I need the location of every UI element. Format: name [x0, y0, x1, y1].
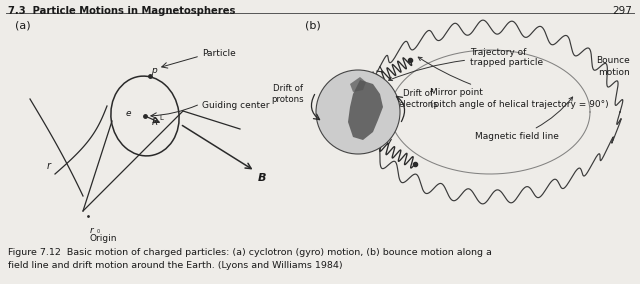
- Text: Drift of
electrons: Drift of electrons: [398, 89, 438, 109]
- Text: ₀: ₀: [97, 226, 100, 235]
- Text: Drift of
protons: Drift of protons: [272, 84, 304, 104]
- Text: e: e: [125, 110, 131, 118]
- Text: r: r: [47, 161, 51, 171]
- Text: B: B: [258, 173, 266, 183]
- Text: r: r: [90, 226, 93, 235]
- Text: Origin: Origin: [90, 234, 118, 243]
- Ellipse shape: [316, 70, 400, 154]
- Text: 7.3  Particle Motions in Magnetospheres: 7.3 Particle Motions in Magnetospheres: [8, 6, 236, 16]
- Text: Magnetic field line: Magnetic field line: [475, 97, 573, 141]
- Text: Trajectory of
trapped particle: Trajectory of trapped particle: [388, 48, 543, 81]
- Polygon shape: [350, 77, 366, 92]
- Text: L: L: [159, 115, 163, 121]
- Text: p: p: [151, 66, 157, 75]
- Text: 297: 297: [612, 6, 632, 16]
- Text: (b): (b): [305, 21, 321, 31]
- Polygon shape: [348, 80, 383, 140]
- Text: Particle: Particle: [202, 49, 236, 58]
- Text: (a): (a): [15, 21, 31, 31]
- Text: Figure 7.12  Basic motion of charged particles: (a) cyclotron (gyro) motion, (b): Figure 7.12 Basic motion of charged part…: [8, 248, 492, 270]
- Text: Mirror point
(pitch angle of helical trajectory = 90°): Mirror point (pitch angle of helical tra…: [418, 57, 609, 109]
- Text: Guiding center: Guiding center: [202, 101, 269, 110]
- Text: Bounce
motion: Bounce motion: [596, 56, 630, 77]
- Text: R: R: [152, 118, 158, 127]
